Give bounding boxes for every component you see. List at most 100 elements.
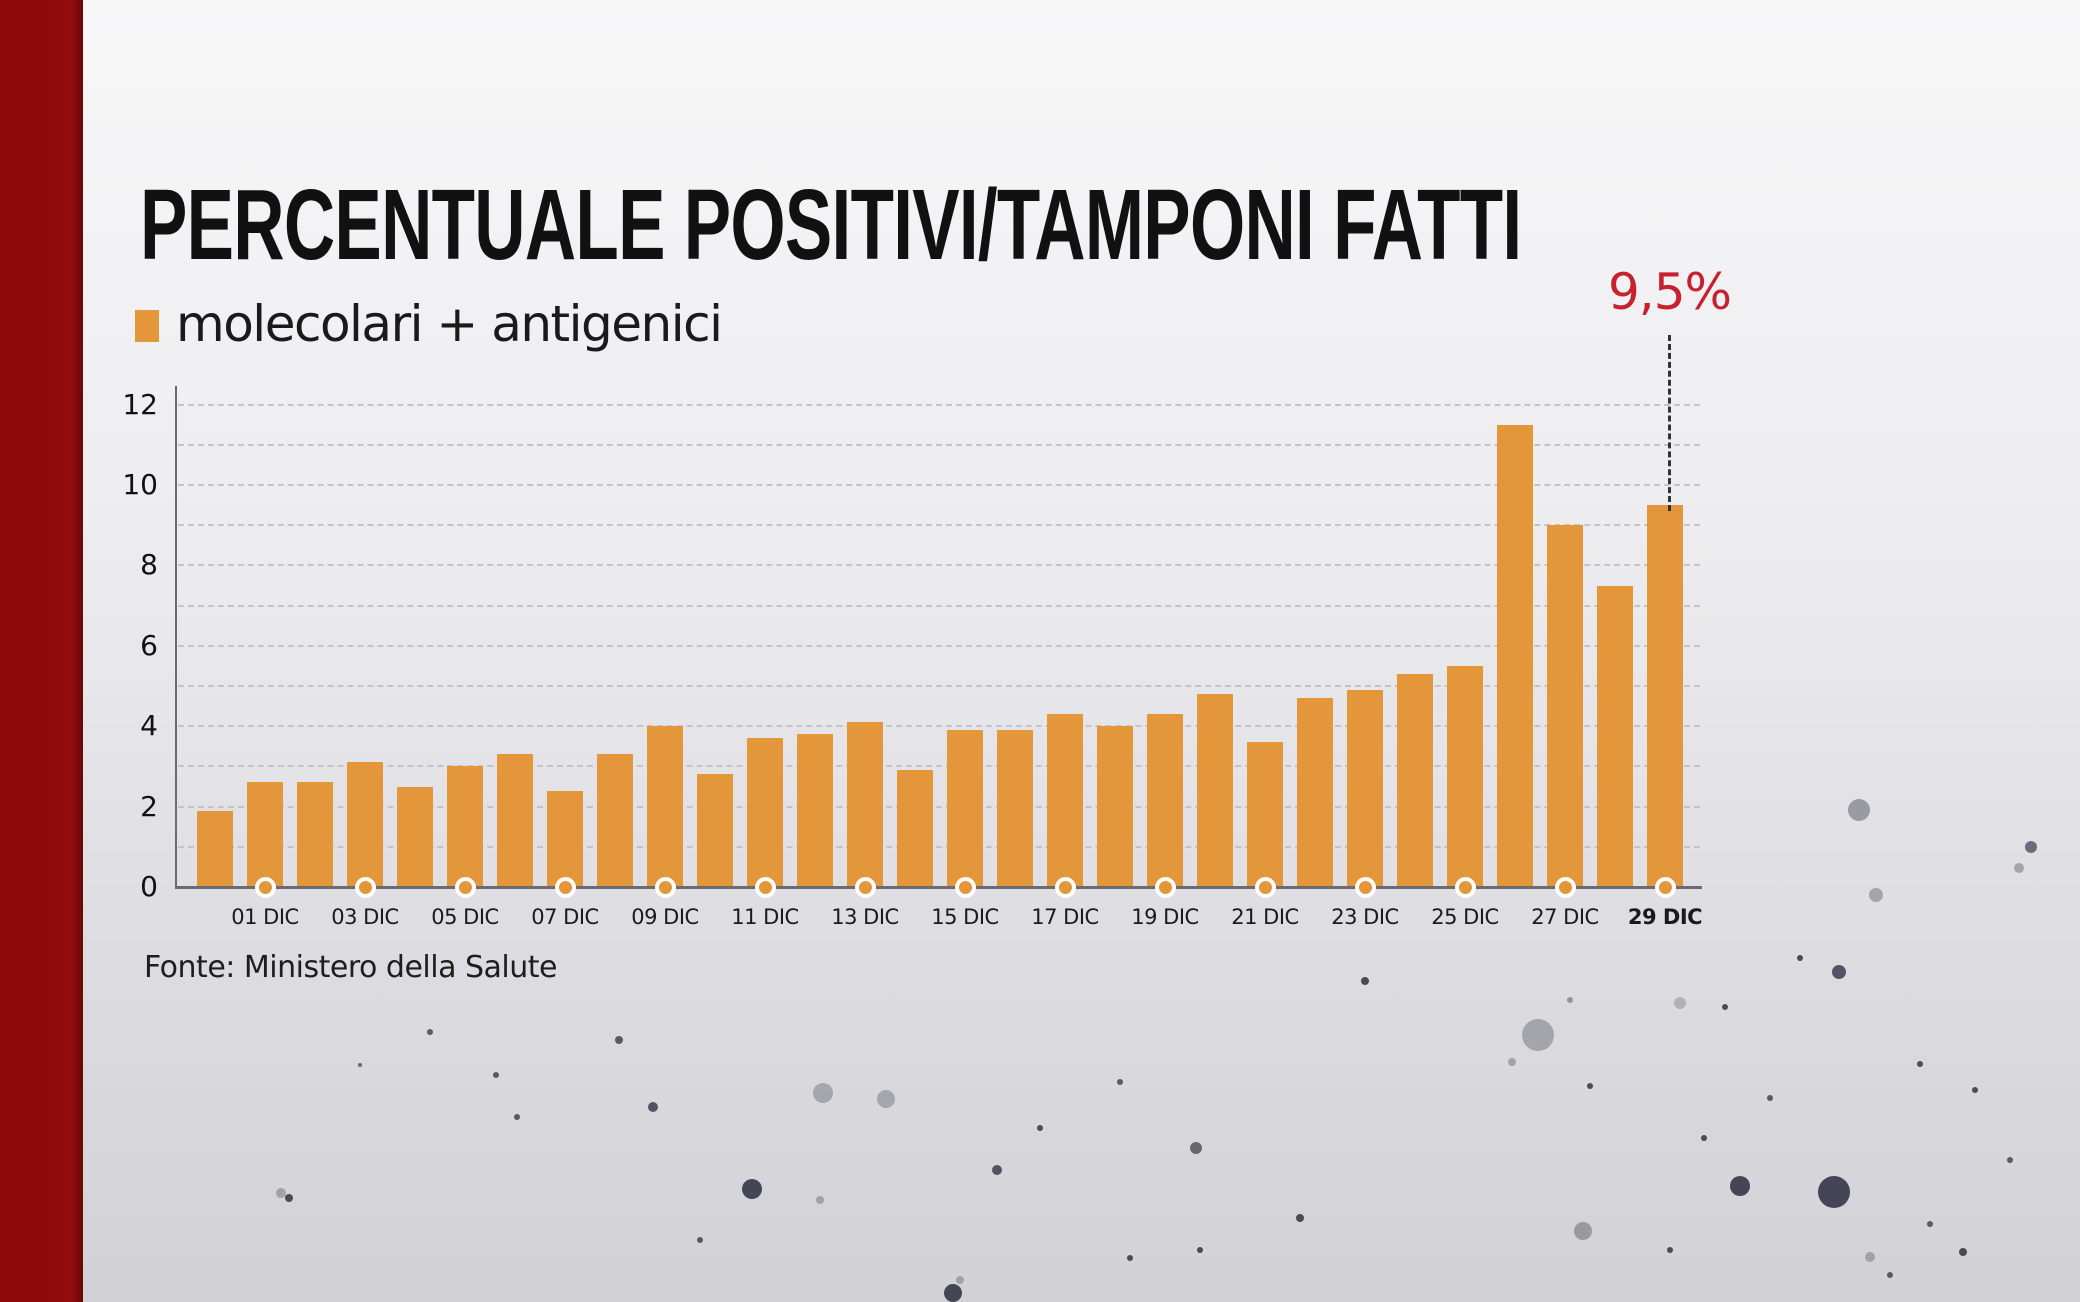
background-dot xyxy=(1927,1221,1933,1227)
accent-strip xyxy=(0,0,83,1302)
x-tick-label: 21 DIC xyxy=(1231,905,1299,929)
gridline xyxy=(178,805,1700,808)
y-axis xyxy=(175,386,177,888)
bar xyxy=(497,754,533,887)
bar xyxy=(947,730,983,887)
x-marker-circle xyxy=(855,877,876,898)
x-tick-label: 15 DIC xyxy=(931,905,999,929)
x-marker-circle xyxy=(255,877,276,898)
bar xyxy=(797,734,833,887)
background-dot xyxy=(1037,1125,1043,1131)
x-marker-circle xyxy=(1255,877,1276,898)
background-dot xyxy=(1959,1248,1967,1256)
bar xyxy=(1447,665,1483,887)
bar xyxy=(547,790,583,887)
bar xyxy=(1297,698,1333,887)
x-marker-circle xyxy=(1455,877,1476,898)
x-marker-circle xyxy=(1055,877,1076,898)
x-tick-label: 17 DIC xyxy=(1031,905,1099,929)
x-tick-label: 13 DIC xyxy=(831,905,899,929)
x-tick-label: 03 DIC xyxy=(331,905,399,929)
gridline xyxy=(178,484,1700,486)
background-dot xyxy=(1574,1222,1592,1240)
x-marker-circle xyxy=(355,877,376,898)
background-dot xyxy=(1972,1087,1978,1093)
x-marker-circle xyxy=(1655,877,1676,898)
bar xyxy=(397,786,433,887)
bar xyxy=(897,770,933,887)
bar xyxy=(297,782,333,887)
gridline xyxy=(178,564,1700,567)
bar xyxy=(1347,690,1383,887)
bar xyxy=(1497,424,1533,887)
background-dot xyxy=(1361,977,1369,985)
background-dot xyxy=(1917,1061,1923,1067)
y-tick-label: 12 xyxy=(122,387,158,421)
x-marker-circle xyxy=(955,877,976,898)
background-dot xyxy=(1522,1019,1554,1051)
x-marker-circle xyxy=(655,877,676,898)
gridline xyxy=(178,403,1700,406)
background-dot xyxy=(742,1179,762,1199)
background-dot xyxy=(1797,955,1803,961)
bar xyxy=(1647,505,1683,887)
background-dot xyxy=(1818,1176,1850,1208)
chart-title: PERCENTUALE POSITIVI/TAMPONI FATTI xyxy=(140,169,1522,281)
gridline xyxy=(178,725,1700,728)
bar xyxy=(597,754,633,887)
x-tick-label: 25 DIC xyxy=(1431,905,1499,929)
x-tick-label: 23 DIC xyxy=(1331,905,1399,929)
x-tick-label: 27 DIC xyxy=(1531,905,1599,929)
background-dot xyxy=(1701,1135,1707,1141)
gridline xyxy=(178,443,1700,446)
callout-value: 9,5% xyxy=(1608,263,1732,321)
x-marker-circle xyxy=(1555,877,1576,898)
gridline xyxy=(178,845,1700,848)
bar xyxy=(647,726,683,887)
bar xyxy=(747,738,783,887)
x-marker-circle xyxy=(1355,877,1376,898)
bar xyxy=(997,730,1033,887)
background-dot xyxy=(1767,1095,1773,1101)
bar xyxy=(347,762,383,887)
x-tick-label: 29 DIC xyxy=(1627,905,1703,929)
background-dot xyxy=(956,1276,964,1284)
background-dot xyxy=(1832,965,1846,979)
bar xyxy=(447,766,483,887)
background-dot xyxy=(2014,863,2024,873)
background-dot xyxy=(944,1284,962,1302)
y-tick-label: 8 xyxy=(140,548,158,582)
gridline xyxy=(178,604,1700,607)
bar xyxy=(1097,726,1133,887)
gridline xyxy=(178,685,1700,687)
background-dot xyxy=(992,1165,1002,1175)
background-dot xyxy=(1117,1079,1123,1085)
bar xyxy=(1547,525,1583,887)
legend-label: molecolari + antigenici xyxy=(176,295,723,353)
bar xyxy=(1147,714,1183,887)
background-dot xyxy=(1674,997,1686,1009)
background-dot xyxy=(285,1194,293,1202)
background-dot xyxy=(514,1114,520,1120)
legend-swatch xyxy=(135,310,159,342)
bar xyxy=(1047,714,1083,887)
background-dot xyxy=(1887,1272,1893,1278)
gridline xyxy=(178,765,1700,768)
gridline xyxy=(178,524,1700,527)
y-tick-label: 0 xyxy=(140,870,158,903)
y-tick-label: 4 xyxy=(140,709,158,743)
legend: molecolari + antigenici xyxy=(135,292,723,356)
background-dot xyxy=(816,1196,824,1204)
bar xyxy=(1247,742,1283,887)
x-tick-label: 07 DIC xyxy=(531,905,599,929)
bar xyxy=(697,774,733,887)
x-tick-label: 09 DIC xyxy=(631,905,699,929)
background-dot xyxy=(1848,799,1870,821)
background-dot xyxy=(2025,841,2037,853)
background-dot xyxy=(648,1102,658,1112)
source-note: Fonte: Ministero della Salute xyxy=(144,950,558,985)
bar xyxy=(847,722,883,887)
background-dot xyxy=(358,1063,362,1067)
background-dot xyxy=(1587,1083,1593,1089)
